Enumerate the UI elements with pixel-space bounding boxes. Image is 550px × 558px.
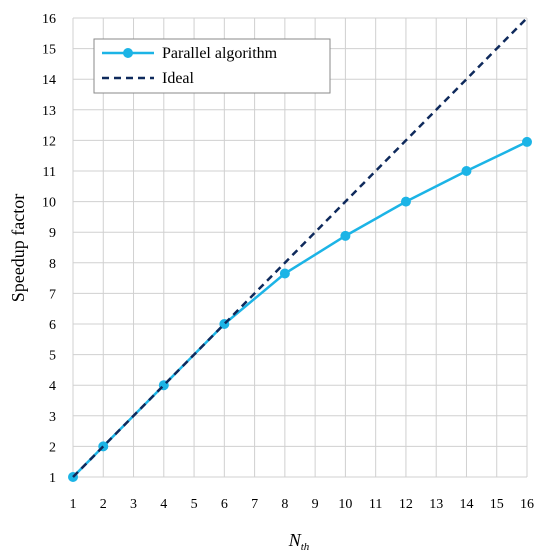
legend-marker-parallel [123,48,133,58]
x-tick-label: 7 [251,497,258,512]
x-tick-label: 12 [399,497,413,512]
y-tick-label: 1 [49,471,56,486]
y-tick-label: 12 [42,134,56,149]
y-tick-label: 7 [49,287,56,302]
y-tick-label: 11 [43,165,56,180]
x-axis-title-main: N [288,530,302,550]
grid [72,17,528,478]
y-tick-label: 9 [49,226,56,241]
legend: Parallel algorithm Ideal [93,38,331,94]
x-axis-title: Nth [288,530,310,553]
x-tick-label: 3 [130,497,137,512]
legend-label-ideal: Ideal [162,70,195,87]
x-tick-label: 16 [520,497,534,512]
y-tick-label: 15 [42,43,56,58]
x-tick-label: 6 [221,497,228,512]
y-tick-label: 3 [49,410,56,425]
y-tick-label: 16 [42,12,56,27]
y-axis-title: Speedup factor [8,194,28,302]
x-tick-label: 8 [281,497,288,512]
x-tick-label: 13 [429,497,443,512]
data-point-parallel [461,166,472,176]
x-tick-label: 9 [312,497,319,512]
x-tick-labels: 1 2 3 4 5 6 7 8 9 10 11 12 13 14 15 16 [70,497,535,512]
x-tick-label: 1 [70,497,77,512]
y-tick-label: 14 [42,73,56,88]
x-tick-label: 4 [160,497,167,512]
y-tick-label: 10 [42,196,56,211]
y-tick-label: 5 [49,349,56,364]
y-tick-label: 2 [49,440,56,455]
x-tick-label: 2 [100,497,107,512]
x-tick-label: 11 [369,497,382,512]
legend-label-parallel: Parallel algorithm [162,45,278,62]
x-axis-title-sub: th [301,541,310,553]
data-point-parallel [522,136,532,147]
series-layer [68,17,532,482]
data-point-parallel [340,230,351,241]
series-line-parallel [72,140,528,478]
y-tick-label: 8 [49,257,56,272]
x-tick-label: 14 [459,497,473,512]
y-tick-label: 13 [42,104,56,119]
data-point-parallel [400,196,411,207]
y-tick-label: 4 [49,379,56,394]
data-point-parallel [279,268,290,279]
x-tick-label: 10 [338,497,352,512]
legend-box [93,38,331,94]
x-tick-label: 5 [191,497,198,512]
y-tick-label: 6 [49,318,56,333]
x-tick-label: 15 [490,497,504,512]
